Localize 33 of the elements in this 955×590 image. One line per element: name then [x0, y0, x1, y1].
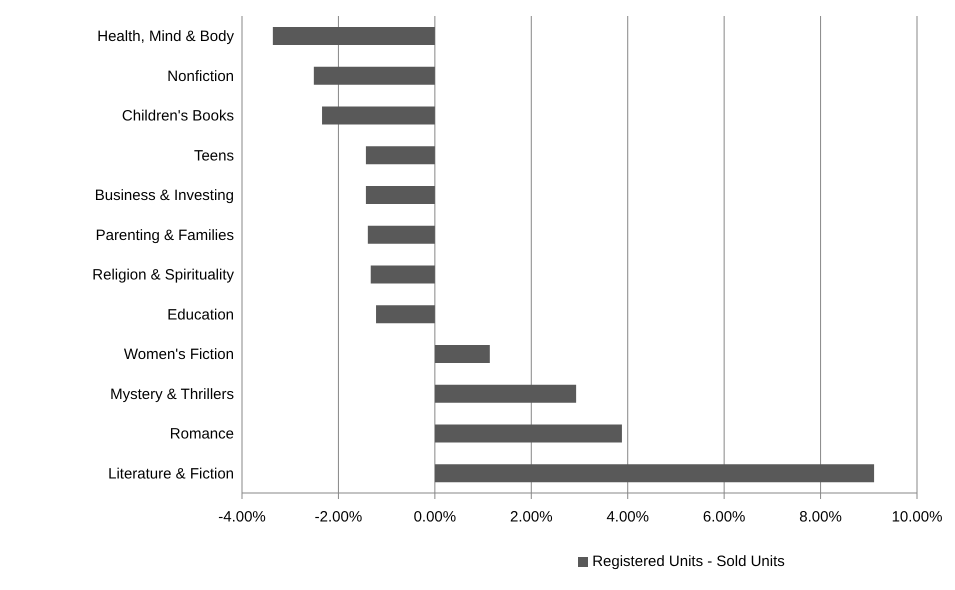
y-tick-label: Teens [194, 147, 234, 164]
bar [366, 186, 435, 204]
bar [434, 345, 490, 363]
x-tick-label: 2.00% [510, 508, 553, 526]
y-tick-label: Children's Books [122, 108, 234, 125]
y-tick-label: Romance [170, 426, 234, 443]
bar [376, 305, 435, 324]
bar [368, 226, 435, 244]
y-tick-label: Business & Investing [94, 187, 234, 204]
x-tick-label: 4.00% [606, 508, 649, 526]
bar [322, 106, 435, 124]
x-tick-label: 8.00% [799, 508, 842, 526]
x-tick-label: 6.00% [702, 508, 746, 526]
y-tick-label: Mystery & Thrillers [110, 386, 234, 403]
y-tick-label: Women's Fiction [124, 346, 234, 364]
bar [434, 424, 622, 442]
y-tick-label: Religion & Spirituality [92, 266, 234, 284]
x-tick-label: 10.00% [892, 508, 942, 526]
x-tick-label: -4.00% [218, 508, 266, 526]
legend-label: Registered Units - Sold Units [592, 553, 785, 570]
bar [434, 384, 576, 403]
bar [434, 464, 874, 482]
x-tick-label: 0.00% [414, 508, 456, 526]
bar [314, 66, 435, 85]
bar [370, 266, 435, 284]
bar [366, 146, 435, 164]
bar [272, 27, 435, 45]
y-tick-label: Nonfiction [167, 68, 234, 85]
y-tick-label: Health, Mind & Body [97, 28, 234, 46]
y-tick-label: Literature & Fiction [108, 465, 234, 482]
y-tick-label: Education [167, 306, 234, 324]
y-tick-label: Parenting & Families [96, 226, 234, 244]
x-tick-label: -2.00% [314, 508, 362, 526]
